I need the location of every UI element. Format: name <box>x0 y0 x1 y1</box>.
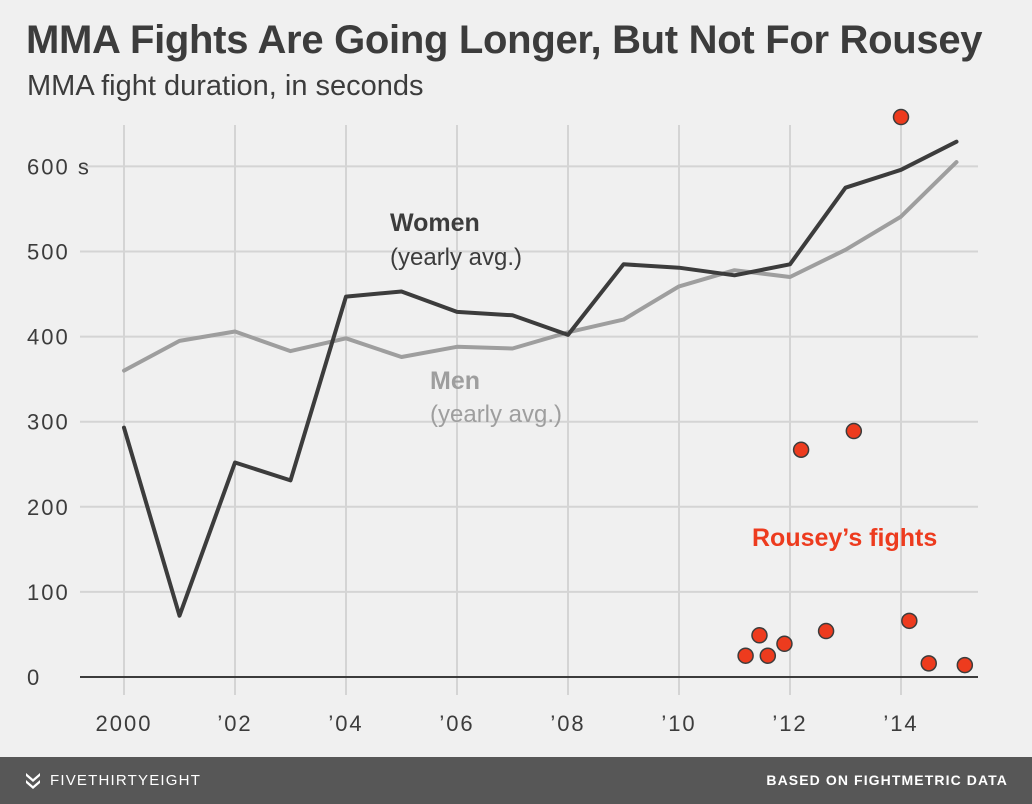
x-tick-label: ’14 <box>883 711 918 736</box>
series-lines <box>122 139 959 618</box>
y-tick-label: 0 <box>27 665 41 690</box>
rousey-points <box>737 108 974 674</box>
fivethirtyeight-logo-icon <box>26 773 40 789</box>
x-axis-ticks: 2000 ’02 ’04 ’06 ’08 ’10 ’12 ’14 <box>96 711 918 736</box>
y-tick-label: 300 <box>27 410 70 435</box>
men-series-line <box>122 160 959 373</box>
rousey-fight-point <box>759 647 777 664</box>
rousey-fight-point <box>776 635 793 653</box>
women-series-label: Women <box>390 209 480 237</box>
x-tick-label: ’08 <box>550 711 585 736</box>
series-labels: Women (yearly avg.) Men (yearly avg.) Ro… <box>390 209 937 552</box>
y-tick-label: 400 <box>27 325 70 350</box>
y-tick-label: 100 <box>27 580 70 605</box>
x-tick-label: ’12 <box>772 711 807 736</box>
rousey-fight-point <box>845 422 863 440</box>
rousey-fights-label: Rousey’s fights <box>752 524 937 552</box>
rousey-fight-point <box>751 627 768 644</box>
women-series-line <box>122 139 959 618</box>
x-tick-label: ’04 <box>328 711 363 736</box>
chart-subtitle: MMA fight duration, in seconds <box>27 70 424 102</box>
grid-lines <box>80 125 978 695</box>
women-series-note: (yearly avg.) <box>390 244 522 271</box>
x-tick-label: ’10 <box>661 711 696 736</box>
men-series-label: Men <box>430 367 480 395</box>
footer-source: BASED ON FIGHTMETRIC DATA <box>766 772 1008 788</box>
x-tick-label: ’02 <box>217 711 252 736</box>
rousey-fight-point <box>920 655 937 672</box>
rousey-fight-point <box>792 441 810 459</box>
rousey-fight-point <box>892 108 910 126</box>
rousey-fight-point <box>901 612 918 630</box>
rousey-fight-point <box>817 622 835 640</box>
y-tick-label: 600 s <box>27 154 91 179</box>
men-series-note: (yearly avg.) <box>430 401 562 428</box>
chart-title: MMA Fights Are Going Longer, But Not For… <box>26 18 983 62</box>
footer-logo: FIVETHIRTYEIGHT <box>24 769 201 791</box>
footer-bar: FIVETHIRTYEIGHT BASED ON FIGHTMETRIC DAT… <box>0 757 1032 804</box>
rousey-fight-point <box>737 647 754 664</box>
line-chart: 2000 ’02 ’04 ’06 ’08 ’10 ’12 ’14 0 100 200 300 400 5… <box>27 108 978 736</box>
rousey-fight-point <box>956 656 974 674</box>
footer-brand: FIVETHIRTYEIGHT <box>50 771 202 789</box>
x-tick-label: ’06 <box>439 711 474 736</box>
x-tick-label: 2000 <box>96 711 153 736</box>
y-axis-ticks: 0 100 200 300 400 500 600 s <box>27 154 91 690</box>
y-tick-label: 500 <box>27 240 70 265</box>
y-tick-label: 200 <box>27 495 70 520</box>
